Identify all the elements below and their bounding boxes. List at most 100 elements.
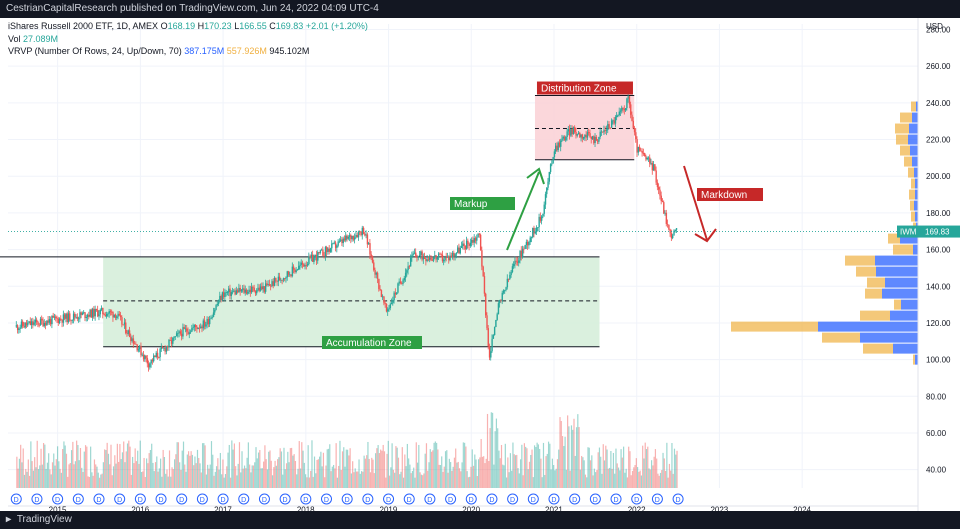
volume-bar — [48, 453, 50, 488]
volume-bar — [525, 446, 527, 488]
dividend-marker[interactable] — [31, 493, 43, 505]
volume-bar — [53, 453, 55, 488]
dividend-marker[interactable] — [258, 493, 270, 505]
volume-bar — [450, 462, 452, 488]
candle-body — [594, 136, 596, 143]
volume-bar — [620, 449, 622, 488]
dividend-marker[interactable] — [445, 493, 457, 505]
volume-bar — [676, 450, 678, 488]
volume-bar — [470, 466, 472, 488]
volume-bar — [250, 472, 252, 488]
price-chart[interactable]: Distribution Zone Markup Markdown Accumulat… — [0, 18, 960, 515]
volume-bar — [542, 442, 545, 488]
ticker-badge-label: IWM — [900, 228, 917, 237]
volume-bar — [25, 468, 27, 488]
dividend-marker[interactable] — [155, 493, 167, 505]
dividend-marker-letter: D — [138, 497, 143, 504]
dividend-marker[interactable] — [403, 493, 415, 505]
dividend-marker[interactable] — [527, 493, 539, 505]
candle-body — [432, 257, 435, 261]
dividend-marker[interactable] — [486, 493, 498, 505]
volume-profile-down-bar — [845, 255, 875, 266]
dividend-marker[interactable] — [321, 493, 332, 505]
candle-body — [130, 337, 132, 342]
candle-body — [306, 263, 309, 266]
candle-body — [233, 290, 235, 292]
candle-body — [163, 347, 165, 349]
volume-bar — [429, 449, 431, 488]
volume-profile-up-bar — [913, 244, 918, 255]
candle-body — [560, 140, 562, 147]
dividend-marker[interactable] — [114, 493, 126, 505]
candle-body — [623, 108, 626, 111]
dividend-marker[interactable] — [134, 493, 146, 505]
markdown-arrow-head — [694, 228, 717, 243]
dividend-marker[interactable] — [279, 493, 291, 505]
volume-profile-up-bar — [915, 211, 918, 222]
volume-bar — [203, 443, 205, 488]
price-axis[interactable] — [918, 18, 960, 511]
dividend-marker[interactable] — [341, 493, 353, 505]
candle-body — [305, 265, 308, 266]
dividend-marker[interactable] — [72, 493, 84, 505]
candle-body — [295, 270, 297, 273]
dividend-marker[interactable] — [300, 493, 312, 505]
volume-bar — [657, 473, 659, 488]
candle-body — [585, 134, 587, 138]
volume-bar — [376, 448, 378, 488]
candle-body — [383, 296, 385, 304]
candle-body — [539, 216, 542, 221]
volume-profile-up-bar — [912, 112, 918, 123]
dividend-marker[interactable] — [465, 493, 477, 505]
chart-area[interactable]: Distribution Zone Markup Markdown Accumulat… — [0, 18, 960, 515]
candle-body — [209, 318, 211, 325]
dividend-marker[interactable] — [93, 493, 105, 505]
volume-bar — [221, 474, 223, 488]
distribution-zone-label: Distribution Zone — [541, 84, 617, 95]
volume-bar — [663, 458, 665, 488]
candle-body — [164, 347, 166, 352]
dividend-marker[interactable] — [548, 493, 560, 505]
candle-body — [53, 316, 56, 318]
candle-body — [365, 234, 367, 236]
volume-bar — [549, 443, 551, 488]
volume-bar — [326, 449, 328, 488]
dividend-marker[interactable] — [383, 493, 395, 505]
accumulation-zone-box — [103, 256, 600, 347]
dividend-marker[interactable] — [569, 493, 581, 505]
volume-bar — [581, 455, 583, 488]
dividend-marker[interactable] — [631, 493, 643, 505]
dividend-marker[interactable] — [672, 493, 684, 505]
dividend-marker[interactable] — [589, 493, 601, 505]
symbol-name: iShares Russell 2000 ETF, 1D, AMEX — [8, 21, 159, 31]
dividend-marker[interactable] — [217, 493, 229, 505]
candle-body — [568, 129, 571, 136]
candle-body — [216, 303, 219, 306]
volume-bar — [443, 466, 445, 488]
dividend-marker[interactable] — [507, 493, 519, 505]
candle-body — [446, 256, 449, 258]
volume-bar — [296, 474, 298, 488]
dividend-marker[interactable] — [424, 493, 436, 505]
dividend-marker[interactable] — [196, 493, 208, 505]
dividend-marker[interactable] — [52, 493, 64, 505]
volume-bar — [339, 440, 341, 488]
candle-body — [451, 252, 454, 258]
dividend-marker[interactable] — [362, 493, 374, 505]
dividend-marker[interactable] — [610, 493, 622, 505]
candle-body — [264, 283, 267, 292]
volume-bar — [406, 443, 408, 488]
dividend-marker[interactable] — [10, 493, 22, 505]
vol-value: 27.089M — [23, 34, 59, 44]
dividend-marker[interactable] — [176, 493, 188, 505]
dividend-marker[interactable] — [651, 493, 663, 505]
volume-bar — [64, 445, 66, 488]
candle-body — [126, 332, 128, 334]
price-axis-tick-label: 180.00 — [926, 209, 951, 218]
volume-bar — [44, 444, 46, 488]
candle-body — [342, 238, 344, 244]
volume-bar — [341, 451, 344, 488]
volume-bar — [499, 458, 501, 488]
dividend-marker[interactable] — [238, 493, 250, 505]
volume-bar — [32, 470, 35, 488]
